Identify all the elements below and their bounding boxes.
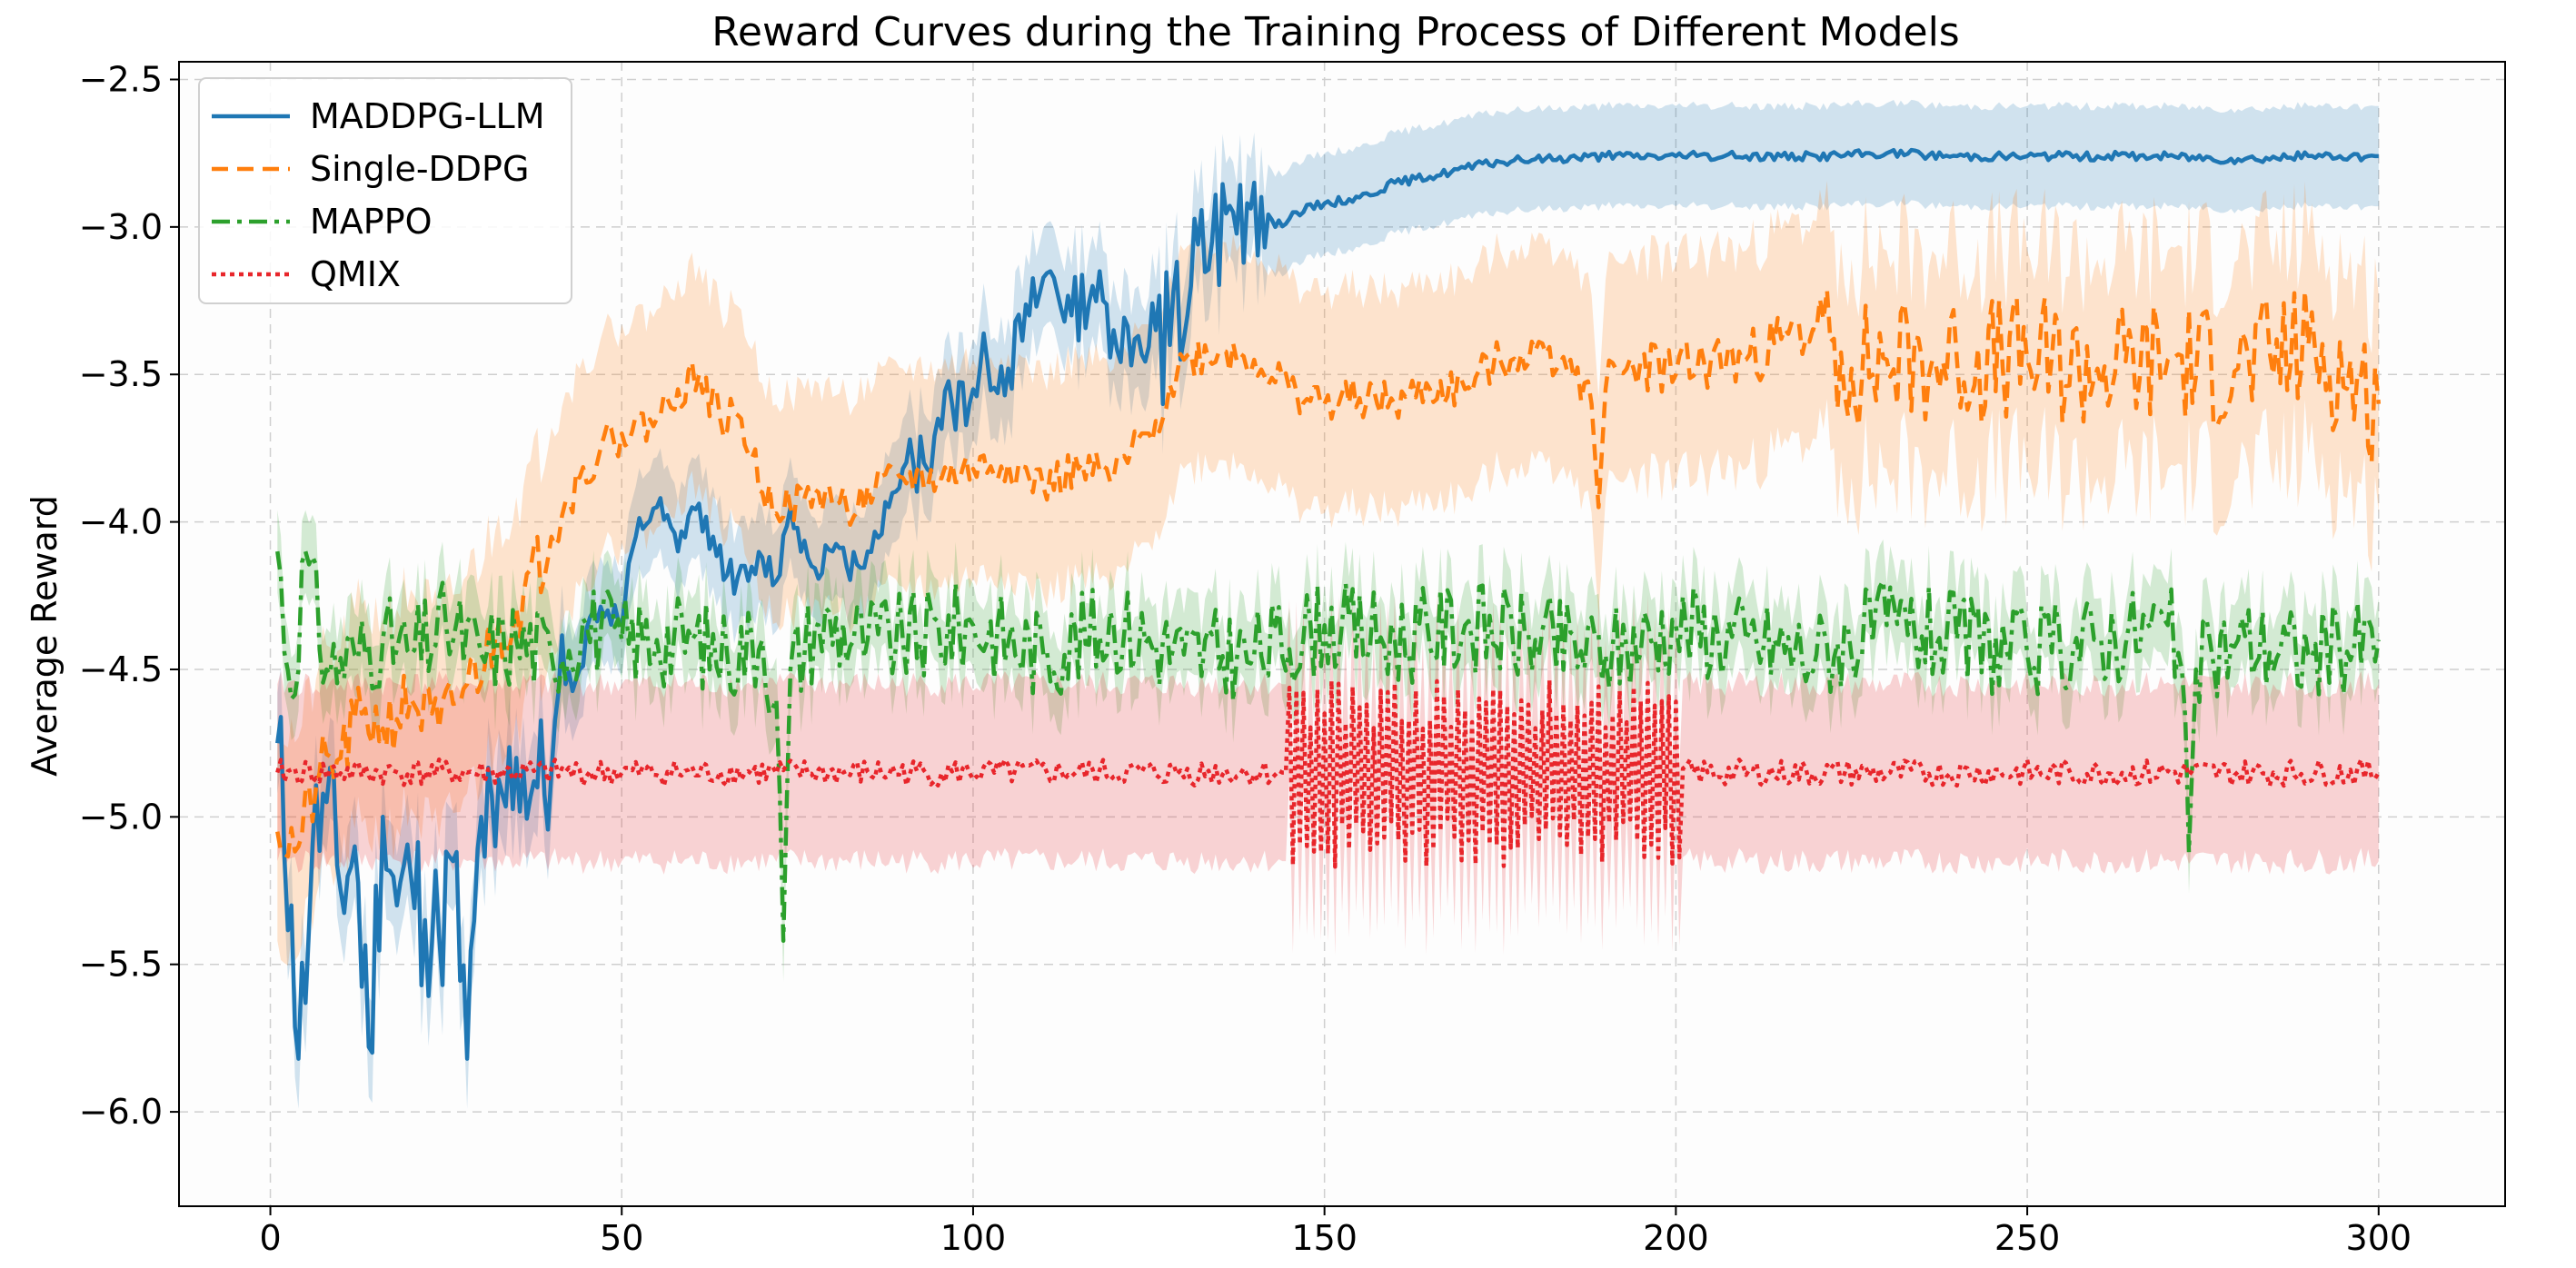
- legend-label: MAPPO: [310, 202, 433, 242]
- y-tick-label: −4.5: [79, 649, 163, 689]
- legend-label: MADDPG-LLM: [310, 96, 545, 136]
- x-tick-label: 100: [940, 1218, 1007, 1258]
- x-tick-label: 150: [1291, 1218, 1358, 1258]
- y-tick-label: −6.0: [79, 1092, 163, 1132]
- series-band-mappo: [277, 510, 2379, 983]
- series-line-mappo: [275, 549, 2382, 943]
- legend: MADDPG-LLM Single-DDPG MAPPO QMIX: [198, 77, 572, 304]
- y-tick-label: −4.0: [79, 502, 163, 542]
- legend-label: QMIX: [310, 254, 401, 294]
- y-tick-label: −5.5: [79, 945, 163, 985]
- y-tick-label: −3.0: [79, 207, 163, 247]
- series-line-qmix: [275, 678, 2381, 869]
- y-tick-label: −2.5: [79, 59, 163, 99]
- y-axis-label: Average Reward: [25, 495, 65, 777]
- y-tick-label: −3.5: [79, 354, 163, 394]
- x-tick-label: 300: [2346, 1218, 2412, 1258]
- series-line-single-ddpg: [275, 287, 2382, 859]
- x-tick-label: 50: [600, 1218, 643, 1258]
- series-lines: [275, 147, 2382, 1061]
- x-tick-label: 0: [259, 1218, 281, 1258]
- x-tick-label: 250: [1994, 1218, 2061, 1258]
- legend-box: [198, 77, 572, 304]
- legend-label: Single-DDPG: [310, 149, 529, 189]
- series-band-single-ddpg: [277, 181, 2379, 966]
- series-line-maddpg-llm: [275, 147, 2379, 1061]
- chart-title: Reward Curves during the Training Proces…: [711, 9, 1959, 55]
- x-tick-label: 200: [1643, 1218, 1709, 1258]
- series-band-maddpg-llm: [277, 99, 2379, 1109]
- axes-frame: [178, 61, 2506, 1207]
- y-tick-label: −5.0: [79, 797, 163, 837]
- plot-area: 0 50 100 150 200 250 300 −2.5 −3.0 −3.5 −4.0 −4.5 −5…: [79, 59, 2506, 1258]
